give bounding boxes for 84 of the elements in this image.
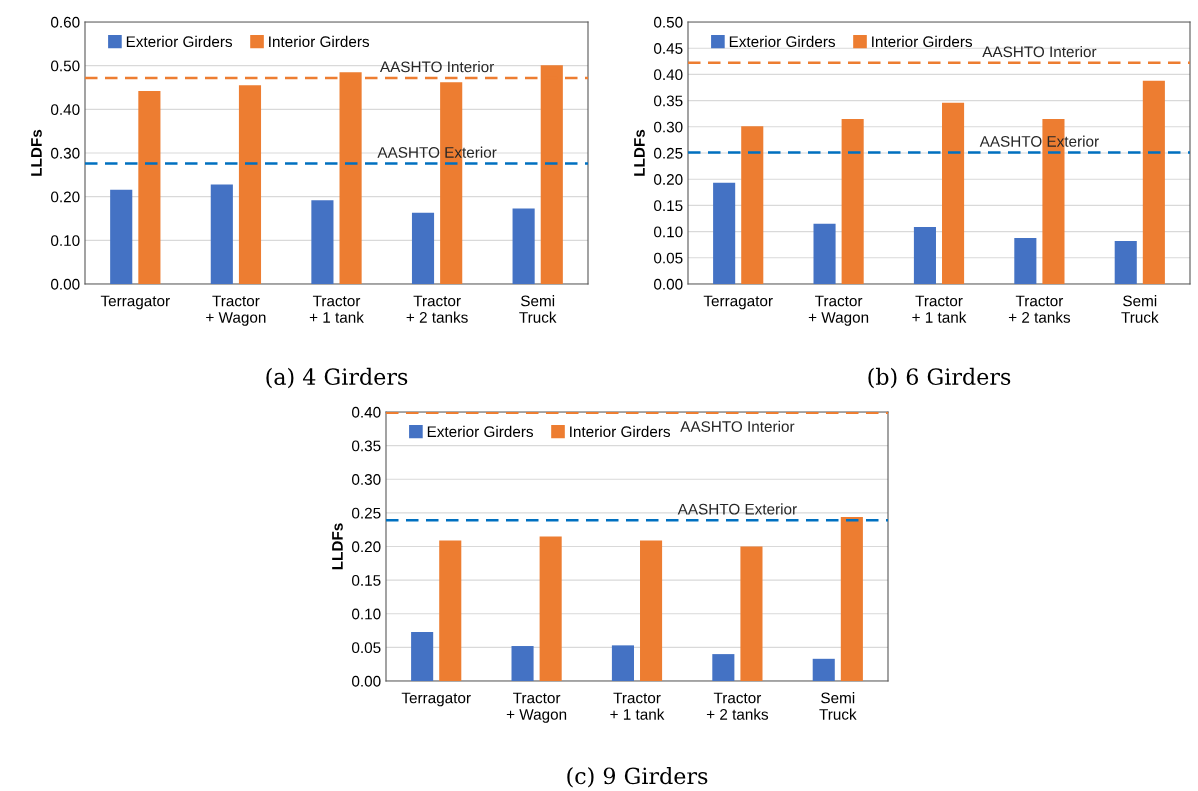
bar <box>1014 237 1037 284</box>
bar <box>713 182 736 284</box>
y-tick-label: 0.50 <box>51 60 80 72</box>
x-tick-label: Semi Truck <box>819 692 857 720</box>
y-tick-label: 0.30 <box>654 121 683 133</box>
y-tick-label: 0.35 <box>352 440 381 452</box>
bar <box>740 546 763 681</box>
y-tick-label: 0.15 <box>654 200 683 212</box>
bar <box>913 226 936 284</box>
bar <box>138 90 161 284</box>
bar <box>712 654 735 681</box>
bar <box>611 645 634 681</box>
y-tick-label: 0.40 <box>654 69 683 81</box>
x-tick-label: Semi Truck <box>519 295 557 323</box>
y-tick-label: 0.05 <box>352 642 381 654</box>
text: (c) 9 Girders <box>567 767 708 788</box>
ref-line-label: AASHTO Interior <box>680 420 795 432</box>
y-tick-label: 0.25 <box>352 507 381 519</box>
bar <box>539 536 562 681</box>
ref-line-label: AASHTO Exterior <box>677 503 797 515</box>
y-tick-label: 0.00 <box>352 675 381 687</box>
y-tick-label: 0.40 <box>51 104 80 116</box>
y-tick-label: 0.00 <box>51 278 80 290</box>
y-tick-label: 0.00 <box>654 278 683 290</box>
x-tick-label: Tractor + 2 tanks <box>406 295 468 323</box>
x-tick-label: Tractor + 1 tank <box>912 295 967 323</box>
x-tick-label: Terragator <box>100 295 170 310</box>
bar <box>813 223 836 284</box>
y-tick-label: 0.20 <box>352 541 381 553</box>
bar <box>110 189 133 284</box>
y-tick-label: 0.15 <box>352 574 381 586</box>
x-tick-label: Tractor + Wagon <box>506 692 567 723</box>
y-tick-label: 0.30 <box>352 474 381 485</box>
x-tick-label: Tractor + 2 tanks <box>706 692 769 720</box>
bar <box>1114 241 1137 284</box>
bar <box>1142 80 1165 284</box>
y-tick-label: 0.20 <box>654 174 683 185</box>
x-tick-label: Semi Truck <box>1121 295 1159 323</box>
x-tick-label: Terragator <box>401 692 471 707</box>
y-tick-label: 0.05 <box>654 252 683 264</box>
bar <box>841 118 864 284</box>
y-tick-label: 0.50 <box>654 16 683 28</box>
bar <box>840 516 863 681</box>
bar <box>238 85 262 284</box>
legend-label: Interior Girders <box>570 425 671 438</box>
bar <box>411 631 434 681</box>
ref-line-label: AASHTO Interior <box>982 46 1097 58</box>
legend-label: Exterior Girders <box>126 35 233 48</box>
legend-label: Interior Girders <box>872 35 973 48</box>
bar <box>512 208 535 284</box>
x-tick-label: Tractor + 2 tanks <box>1008 295 1071 323</box>
x-tick-label: Terragator <box>703 295 773 310</box>
text: (a) 4 Girders <box>266 367 408 389</box>
bar <box>439 540 462 681</box>
y-tick-label: 0.10 <box>51 235 80 247</box>
x-tick-label: Tractor + Wagon <box>206 295 266 326</box>
y-tick-label: 0.45 <box>654 43 683 54</box>
y-tick-label: 0.35 <box>654 95 683 107</box>
legend-label: Interior Girders <box>269 35 370 48</box>
legend-label: Exterior Girders <box>427 425 534 438</box>
y-tick-label: 0.30 <box>51 147 80 159</box>
bar <box>311 200 334 284</box>
y-tick-label: 0.25 <box>654 147 683 159</box>
bar <box>812 658 835 681</box>
bar <box>210 184 233 284</box>
ref-line-label: AASHTO Interior <box>379 61 495 73</box>
y-tick-label: 0.40 <box>352 406 381 418</box>
bar <box>942 102 965 284</box>
y-tick-label: 0.60 <box>51 16 80 28</box>
legend-label: Exterior Girders <box>729 35 836 48</box>
y-tick-label: 0.10 <box>654 226 683 238</box>
x-tick-label: Tractor + Wagon <box>808 295 869 326</box>
x-tick-label: Tractor + 1 tank <box>610 692 665 720</box>
text: (b) 6 Girders <box>868 367 1011 389</box>
y-tick-label: 0.20 <box>51 191 80 203</box>
y-tick-label: 0.10 <box>352 608 381 620</box>
y-axis-title: LLDFs <box>634 129 645 176</box>
bar <box>640 540 663 681</box>
y-axis-title: LLDFs <box>332 523 343 570</box>
bar <box>511 646 534 681</box>
bar <box>411 212 435 284</box>
x-tick-label: Tractor + 1 tank <box>309 295 364 323</box>
bar <box>741 126 764 284</box>
y-axis-title: LLDFs <box>31 129 42 176</box>
